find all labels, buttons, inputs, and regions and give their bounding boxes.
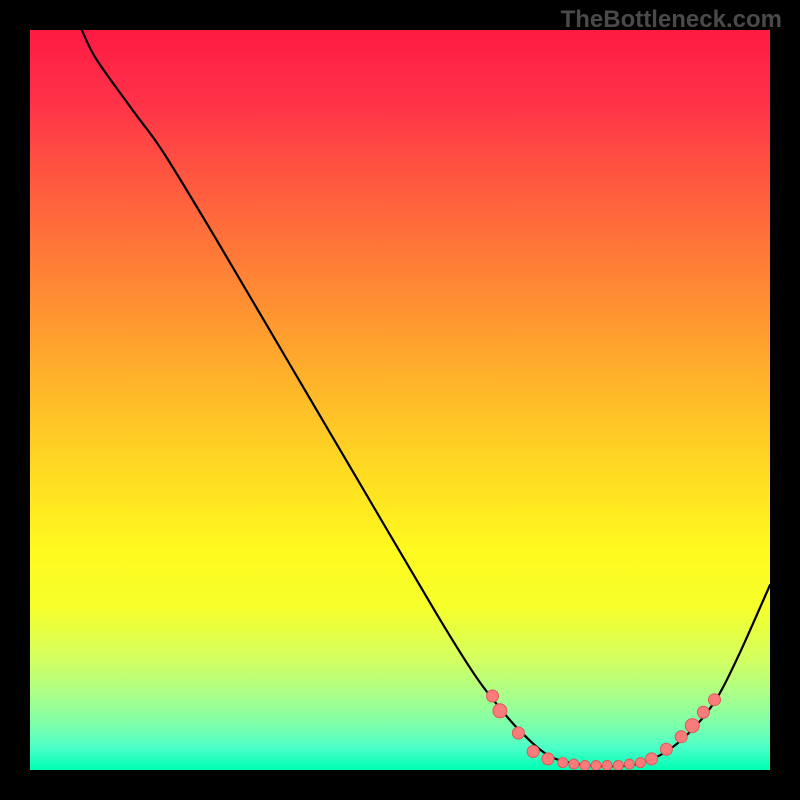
bottleneck-chart (0, 0, 800, 800)
chart-container: TheBottleneck.com (0, 0, 800, 800)
watermark-text: TheBottleneck.com (561, 6, 782, 34)
